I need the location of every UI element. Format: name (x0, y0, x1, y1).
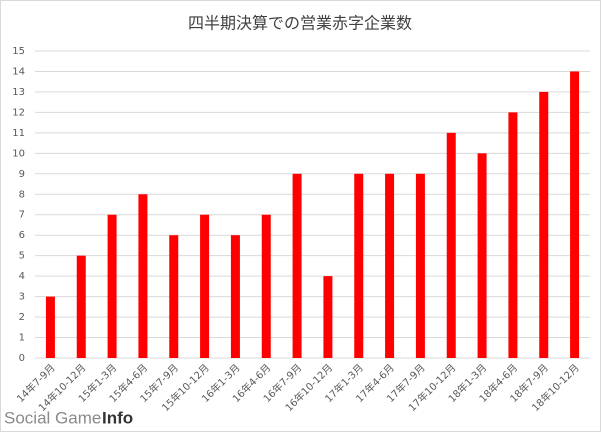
bar (107, 214, 117, 358)
y-tick-label: 2 (19, 312, 25, 323)
chart-title: 四半期決算での営業赤字企業数 (188, 14, 412, 33)
bar (477, 153, 487, 358)
bar (323, 276, 333, 358)
y-tick-label: 13 (12, 87, 25, 98)
watermark-brand: Social Game (4, 408, 101, 427)
y-tick-label: 12 (12, 107, 25, 118)
y-tick-label: 3 (19, 292, 25, 303)
bar (292, 173, 302, 358)
y-tick-label: 6 (19, 230, 25, 241)
bar (169, 235, 179, 358)
watermark-suffix: Info (102, 408, 133, 427)
bar (539, 91, 549, 358)
y-tick-label: 9 (19, 169, 25, 180)
bar (570, 71, 580, 358)
bar (138, 194, 148, 358)
y-tick-label: 10 (12, 148, 25, 159)
bar (508, 112, 518, 359)
y-tick-label: 1 (19, 333, 25, 344)
bar (261, 214, 271, 358)
bar (200, 214, 210, 358)
bar (76, 255, 86, 358)
y-tick-label: 7 (19, 210, 25, 221)
bar (230, 235, 240, 358)
bar (45, 296, 55, 358)
y-tick-label: 4 (19, 271, 25, 282)
y-tick-label: 15 (12, 46, 25, 57)
y-tick-label: 8 (19, 189, 25, 200)
bar (446, 132, 456, 358)
bar (354, 173, 364, 358)
y-tick-label: 0 (19, 353, 25, 364)
y-tick-label: 11 (12, 128, 25, 139)
y-tick-label: 5 (19, 251, 25, 262)
y-tick-label: 14 (12, 66, 25, 77)
bar (415, 173, 425, 358)
bar (385, 173, 395, 358)
